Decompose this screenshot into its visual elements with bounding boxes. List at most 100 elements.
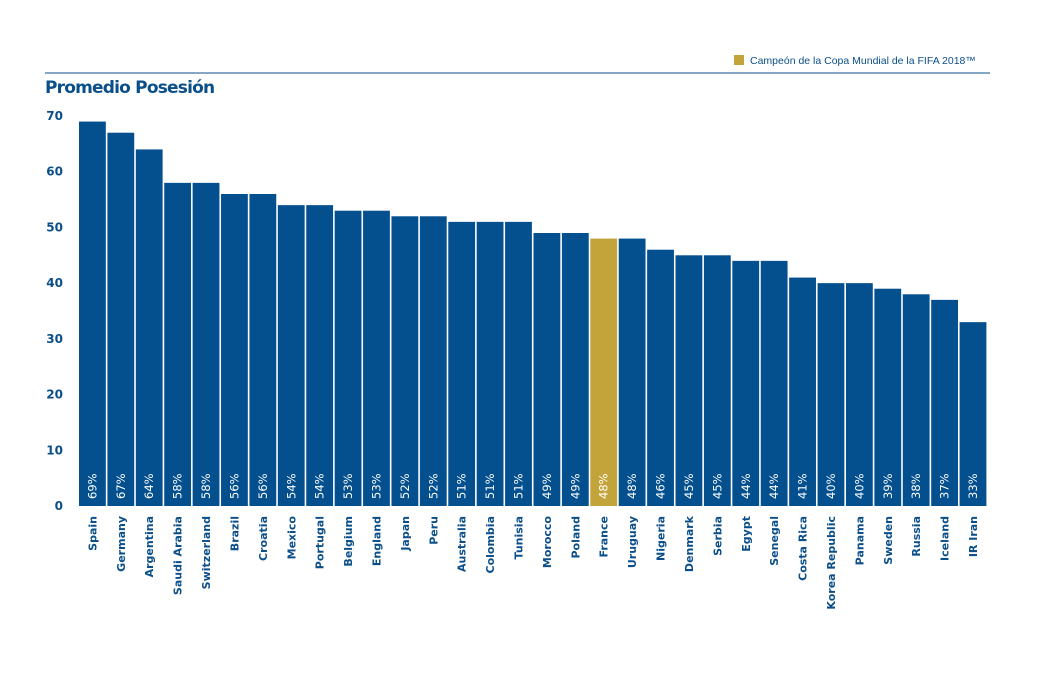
bar <box>845 283 873 506</box>
value-label: 52% <box>426 473 440 499</box>
value-label: 38% <box>909 473 923 499</box>
chart-title: Promedio Posesión <box>45 78 214 98</box>
value-label: 37% <box>938 473 952 499</box>
category-label: Peru <box>427 516 440 545</box>
category-label: Australia <box>456 516 469 572</box>
bar <box>959 322 987 506</box>
bar <box>902 294 930 506</box>
value-label: 56% <box>256 473 270 499</box>
bar <box>931 299 958 506</box>
value-label: 49% <box>540 473 554 499</box>
bar <box>760 260 788 506</box>
bar <box>874 288 902 506</box>
value-label: 48% <box>625 473 639 499</box>
y-tick-label: 30 <box>46 332 63 346</box>
value-label: 48% <box>597 473 611 499</box>
value-label: 39% <box>881 473 895 499</box>
y-tick-label: 20 <box>46 388 63 402</box>
bar <box>732 260 760 506</box>
value-label: 46% <box>654 473 668 499</box>
category-label: Brazil <box>228 516 241 551</box>
value-label: 58% <box>171 473 185 499</box>
y-tick-label: 0 <box>55 499 63 513</box>
legend-label: Campeón de la Copa Mundial de la FIFA 20… <box>750 55 976 67</box>
value-label: 44% <box>739 473 753 499</box>
value-label: 53% <box>341 473 355 499</box>
value-label: 44% <box>767 473 781 499</box>
category-label: Poland <box>569 516 582 559</box>
value-label: 51% <box>455 473 469 499</box>
category-label: Sweden <box>882 516 895 565</box>
category-label: Portugal <box>314 516 327 569</box>
value-label: 51% <box>483 473 497 499</box>
y-tick-label: 10 <box>46 443 63 457</box>
bar <box>817 283 845 506</box>
category-label: Morocco <box>541 516 554 569</box>
value-labels: 69% 67% 64% 58% 58% 56% 56% 54% 54% 53% 53% 52% 52% 5… <box>85 473 980 499</box>
category-label: Croatia <box>257 516 270 561</box>
y-tick-label: 50 <box>46 220 63 234</box>
value-label: 40% <box>852 473 866 499</box>
category-label: Saudi Arabia <box>172 516 185 595</box>
bar <box>135 149 163 506</box>
bar <box>590 238 618 506</box>
bar <box>391 216 419 507</box>
category-label: Iceland <box>939 516 952 561</box>
category-labels: Spain Germany Argentina Saudi Arabia Switzer… <box>86 515 980 609</box>
bar <box>79 121 106 506</box>
category-label: Nigeria <box>655 516 668 561</box>
value-label: 45% <box>710 473 724 499</box>
bar <box>107 132 135 506</box>
bar <box>505 221 532 507</box>
y-tick-label: 40 <box>46 276 63 290</box>
category-label: England <box>370 516 383 566</box>
bar <box>533 233 561 506</box>
bar <box>618 238 646 506</box>
y-axis: 0 10 20 30 40 50 60 70 <box>46 109 63 513</box>
bar <box>363 210 390 506</box>
bar <box>703 255 731 506</box>
category-label: Argentina <box>143 516 156 577</box>
value-label: 53% <box>369 473 383 499</box>
bars <box>79 121 987 507</box>
category-label: Korea Republic <box>825 516 838 610</box>
category-label: IR Iran <box>967 516 980 557</box>
value-label: 40% <box>824 473 838 499</box>
category-label: Colombia <box>484 516 497 574</box>
bar <box>448 221 476 507</box>
value-label: 41% <box>796 473 810 499</box>
bar <box>164 182 192 507</box>
bar <box>675 255 703 506</box>
category-label: Denmark <box>683 515 696 572</box>
y-tick-label: 60 <box>46 165 63 179</box>
category-label: Egypt <box>740 516 753 552</box>
category-label: Japan <box>399 516 412 552</box>
category-label: Russia <box>910 516 923 557</box>
bar <box>221 194 248 506</box>
category-label: Costa Rica <box>797 516 810 581</box>
value-label: 54% <box>313 473 327 499</box>
bar <box>561 233 589 506</box>
category-label: Serbia <box>711 516 724 556</box>
bar <box>249 194 277 506</box>
category-label: Mexico <box>285 516 298 560</box>
value-label: 51% <box>512 473 526 499</box>
category-label: France <box>598 516 611 557</box>
category-label: Switzerland <box>200 516 213 589</box>
value-label: 67% <box>114 473 128 499</box>
category-label: Uruguay <box>626 516 639 568</box>
category-label: Senegal <box>768 516 781 566</box>
category-label: Tunisia <box>513 516 526 559</box>
bar <box>192 182 220 507</box>
category-label: Spain <box>86 516 99 551</box>
value-label: 54% <box>284 473 298 499</box>
category-label: Panama <box>853 516 866 565</box>
value-label: 45% <box>682 473 696 499</box>
value-label: 49% <box>568 473 582 499</box>
category-label: Germany <box>115 516 128 572</box>
bar <box>306 205 334 506</box>
bar <box>476 221 504 507</box>
value-label: 69% <box>85 473 99 499</box>
value-label: 58% <box>199 473 213 499</box>
value-label: 56% <box>227 473 241 499</box>
